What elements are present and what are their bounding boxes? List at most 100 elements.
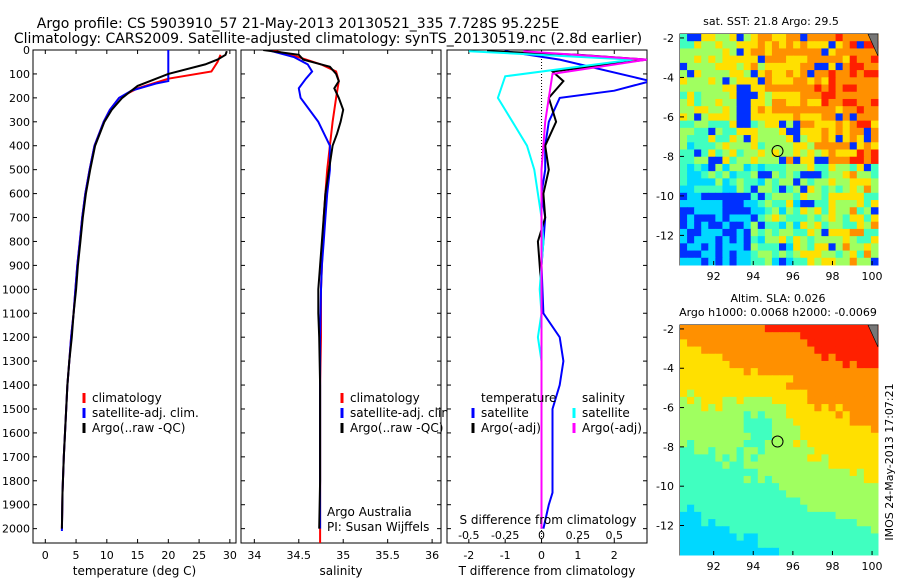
argo-position-marker bbox=[771, 145, 784, 158]
map-cell bbox=[701, 98, 709, 107]
map-cell bbox=[856, 526, 865, 534]
map-cell bbox=[814, 149, 822, 158]
map-cell bbox=[771, 70, 780, 78]
map-cell bbox=[849, 135, 858, 143]
map-cell bbox=[680, 382, 688, 391]
map-cell bbox=[793, 77, 801, 86]
map-cell bbox=[736, 382, 745, 391]
map-cell bbox=[743, 163, 752, 172]
map-cell bbox=[687, 236, 695, 244]
map-cell bbox=[680, 526, 688, 534]
map-cell bbox=[694, 325, 702, 333]
map-cell bbox=[694, 396, 702, 405]
map-cell bbox=[849, 418, 858, 427]
map-cell bbox=[800, 34, 808, 42]
map-cell bbox=[807, 346, 815, 355]
map-cell bbox=[743, 360, 752, 369]
map-cell bbox=[771, 127, 780, 136]
map-cell bbox=[800, 447, 808, 455]
map-cell bbox=[835, 250, 844, 259]
map-cell bbox=[764, 368, 773, 376]
map-cell bbox=[680, 214, 688, 223]
map-cell bbox=[856, 411, 865, 419]
map-cell bbox=[708, 200, 716, 208]
map-cell bbox=[779, 228, 787, 237]
map-cell bbox=[715, 353, 723, 362]
map-cell bbox=[771, 547, 780, 556]
map-cell bbox=[736, 34, 745, 42]
map-cell bbox=[793, 547, 801, 556]
map-cell bbox=[842, 185, 851, 194]
map-cell bbox=[757, 192, 766, 201]
map-cell bbox=[821, 353, 829, 362]
map-cell bbox=[821, 192, 829, 201]
map-cell bbox=[729, 135, 738, 143]
plot-frame bbox=[240, 49, 442, 544]
map-cell bbox=[779, 127, 787, 136]
map-cell bbox=[870, 389, 879, 398]
map-cell bbox=[814, 192, 822, 201]
map-cell bbox=[715, 511, 723, 520]
map-cell bbox=[701, 454, 709, 463]
map-cell bbox=[814, 228, 822, 237]
map-cell bbox=[701, 368, 709, 376]
map-cell bbox=[807, 425, 815, 434]
map-cell bbox=[736, 411, 745, 419]
map-cell bbox=[687, 228, 695, 237]
map-cell bbox=[807, 440, 815, 448]
map-cell bbox=[842, 192, 851, 201]
map-cell bbox=[736, 483, 745, 491]
map-cell bbox=[708, 91, 716, 100]
map-cell bbox=[786, 156, 794, 165]
map-cell bbox=[771, 418, 780, 427]
map-cell bbox=[694, 425, 702, 434]
map-cell bbox=[736, 243, 745, 252]
map-cell bbox=[722, 382, 730, 391]
map-cell bbox=[729, 178, 738, 187]
map-cell bbox=[842, 389, 851, 398]
map-cell bbox=[849, 55, 858, 64]
map-cell bbox=[793, 497, 801, 506]
map-cell bbox=[800, 142, 808, 150]
map-cell bbox=[736, 404, 745, 412]
map-cell bbox=[771, 91, 780, 100]
map-cell bbox=[793, 475, 801, 484]
map-cell bbox=[764, 540, 773, 549]
map-cell bbox=[736, 533, 745, 542]
map-cell bbox=[821, 418, 829, 427]
map-cell bbox=[856, 404, 865, 412]
map-cell bbox=[771, 113, 780, 122]
map-cell bbox=[814, 34, 822, 42]
map-cell bbox=[764, 461, 773, 470]
map-cell bbox=[842, 432, 851, 441]
map-cell bbox=[687, 475, 695, 484]
map-cell bbox=[863, 221, 872, 230]
map-cell bbox=[708, 55, 716, 64]
y-tick-label: 1500 bbox=[2, 403, 30, 416]
map-cell bbox=[856, 547, 865, 556]
map-y-tick-label: -4 bbox=[663, 71, 674, 84]
map-cell bbox=[722, 127, 730, 136]
map-cell bbox=[764, 41, 773, 49]
map-cell bbox=[687, 142, 695, 150]
map-cell bbox=[779, 533, 787, 542]
map-cell bbox=[807, 236, 815, 244]
map-cell bbox=[694, 511, 702, 520]
map-cell bbox=[821, 526, 829, 534]
map-cell bbox=[786, 447, 794, 455]
map-cell bbox=[764, 135, 773, 143]
map-cell bbox=[835, 375, 844, 383]
map-cell bbox=[863, 353, 872, 362]
map-cell bbox=[722, 207, 730, 215]
map-cell bbox=[729, 360, 738, 369]
map-cell bbox=[828, 375, 837, 383]
map-cell bbox=[821, 70, 829, 78]
map-cell bbox=[870, 461, 879, 470]
map-cell bbox=[701, 353, 709, 362]
map-cell bbox=[757, 91, 766, 100]
map-cell bbox=[807, 382, 815, 391]
map-cell bbox=[793, 200, 801, 208]
map-cell bbox=[687, 70, 695, 78]
map-cell bbox=[680, 257, 688, 266]
map-cell bbox=[722, 106, 730, 114]
